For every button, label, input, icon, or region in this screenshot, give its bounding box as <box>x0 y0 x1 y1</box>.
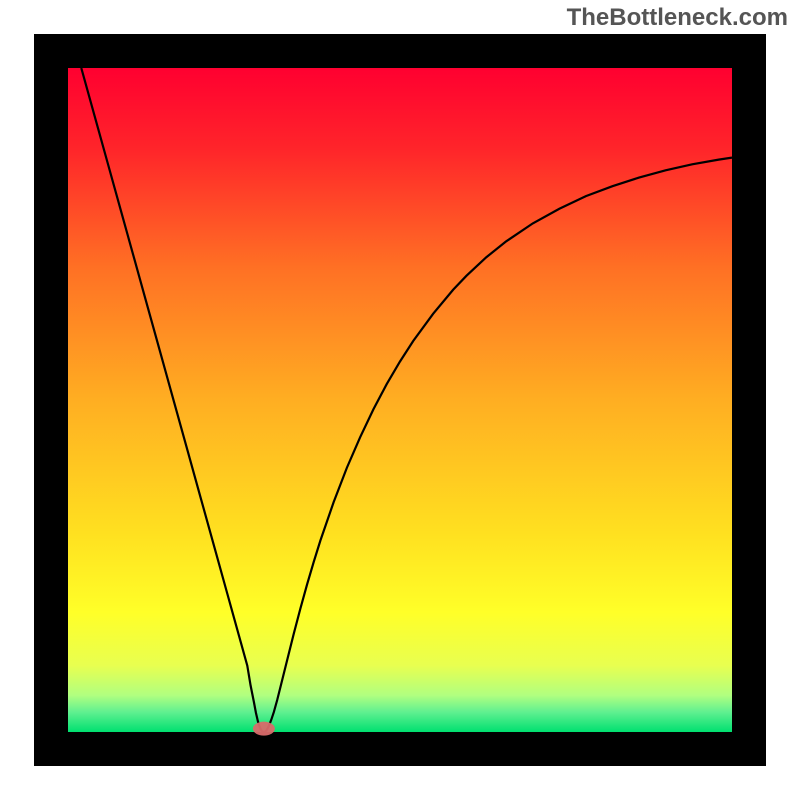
plot-background-gradient <box>68 68 732 732</box>
watermark-text: TheBottleneck.com <box>567 4 788 32</box>
chart-root: TheBottleneck.com <box>0 0 800 800</box>
valley-marker <box>253 722 275 736</box>
bottleneck-chart <box>0 0 800 800</box>
